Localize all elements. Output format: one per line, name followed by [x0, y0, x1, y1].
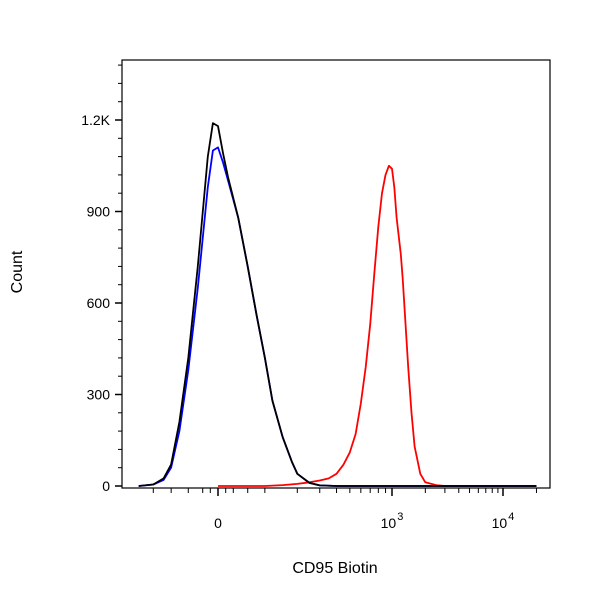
histogram-series-line [138, 122, 537, 487]
x-tick-label: 0 [214, 515, 222, 531]
x-tick-exponent: 4 [508, 511, 514, 523]
histogram-series-line [218, 164, 537, 487]
x-axis: 0 103 104 [152, 488, 537, 531]
y-tick-label: 300 [87, 387, 111, 403]
y-axis: 0 300 600 900 1.2K [81, 64, 122, 494]
y-tick-label: 600 [87, 295, 111, 311]
y-tick-label: 0 [102, 478, 110, 494]
histogram-series-line [138, 146, 537, 487]
histogram-curves [138, 122, 537, 487]
x-tick-label: 104 [492, 511, 515, 531]
x-axis-title: CD95 Biotin [292, 560, 377, 577]
y-tick-label: 900 [87, 204, 111, 220]
x-tick-label: 103 [381, 511, 404, 531]
plot-frame [121, 59, 551, 489]
y-tick-label: 1.2K [81, 112, 110, 128]
x-tick-exponent: 3 [397, 511, 403, 523]
y-axis-title: Count [9, 250, 26, 293]
